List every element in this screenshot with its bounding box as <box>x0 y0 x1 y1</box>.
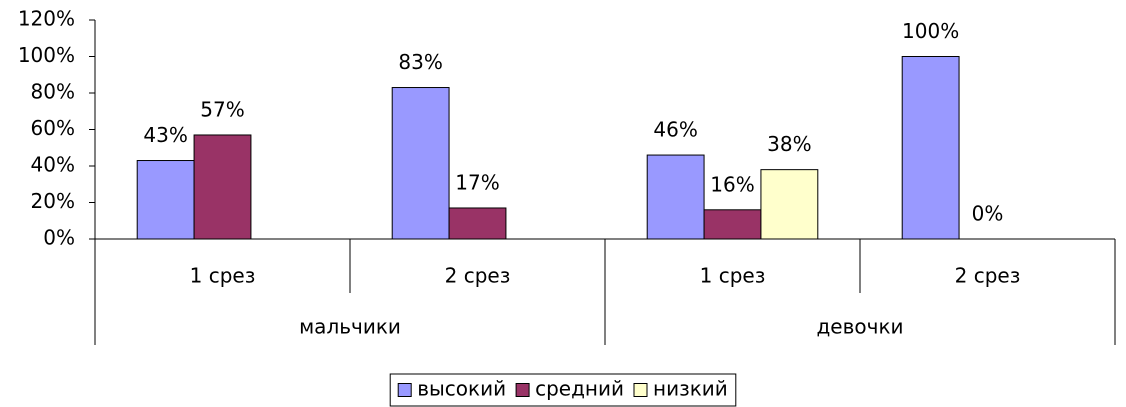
bar <box>646 154 705 240</box>
y-tick-label: 60% <box>31 116 75 140</box>
legend-label: средний <box>535 377 624 401</box>
y-tick-label: 40% <box>31 153 75 177</box>
bar <box>760 169 819 240</box>
data-label: 0% <box>972 202 1004 226</box>
data-label: 17% <box>455 170 499 194</box>
y-tick-label: 0% <box>43 226 75 250</box>
x-tick-label: 2 срез <box>445 264 511 288</box>
bar <box>703 209 762 240</box>
bar <box>193 134 252 240</box>
group-label: девочки <box>816 315 903 339</box>
bar <box>391 87 450 240</box>
x-tick-label: 1 срез <box>190 264 256 288</box>
data-label: 57% <box>200 97 244 121</box>
data-label: 43% <box>143 123 187 147</box>
bar <box>136 160 195 240</box>
y-tick-label: 120% <box>18 7 75 31</box>
bar <box>448 207 507 240</box>
legend-swatch <box>397 383 412 397</box>
data-label: 83% <box>398 50 442 74</box>
legend-box <box>389 373 737 407</box>
x-tick-label: 1 срез <box>700 264 766 288</box>
legend-label: высокий <box>417 377 506 401</box>
bar <box>901 56 960 240</box>
y-tick-label: 80% <box>31 80 75 104</box>
legend-swatch <box>633 383 648 397</box>
legend-swatch <box>515 383 530 397</box>
legend-label: низкий <box>653 377 728 401</box>
data-label: 100% <box>902 19 959 43</box>
data-label: 38% <box>767 132 811 156</box>
data-label: 46% <box>653 118 697 142</box>
y-tick-label: 20% <box>31 189 75 213</box>
y-tick-label: 100% <box>18 43 75 67</box>
group-label: мальчики <box>299 315 401 339</box>
data-label: 16% <box>710 172 754 196</box>
x-tick-label: 2 срез <box>955 264 1021 288</box>
